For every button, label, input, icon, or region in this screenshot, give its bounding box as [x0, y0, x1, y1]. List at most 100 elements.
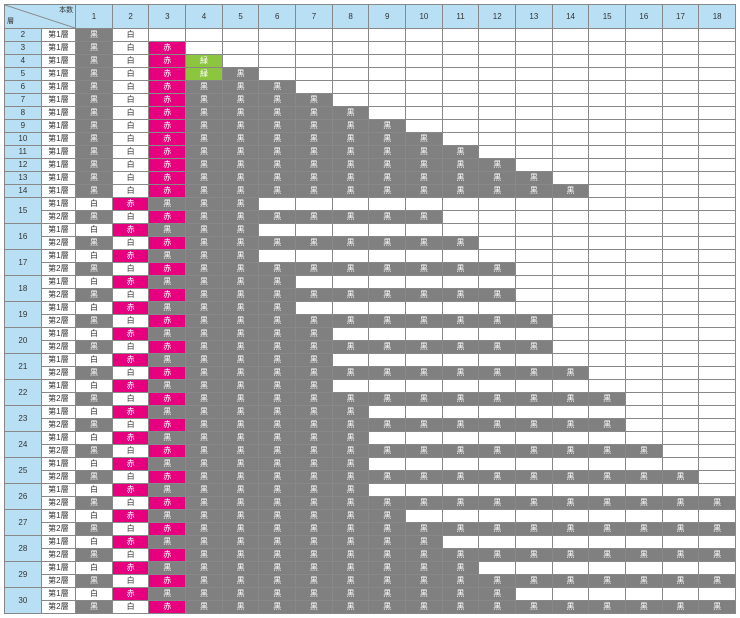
color-cell: 白	[76, 250, 113, 263]
col-header-4: 4	[186, 5, 223, 29]
color-cell: 白	[76, 198, 113, 211]
empty-cell	[626, 562, 663, 575]
empty-cell	[222, 55, 259, 68]
empty-cell	[516, 484, 553, 497]
layer-label: 第2層	[41, 575, 76, 588]
table-row: 第2層黒白赤黒黒黒黒黒黒黒黒黒	[5, 263, 736, 276]
color-cell: 赤	[149, 185, 186, 198]
empty-cell	[552, 55, 589, 68]
color-cell: 黒	[369, 133, 406, 146]
empty-cell	[406, 354, 443, 367]
row-id: 20	[5, 328, 42, 354]
color-cell: 黒	[186, 393, 223, 406]
col-header-7: 7	[296, 5, 333, 29]
empty-cell	[442, 29, 479, 42]
empty-cell	[589, 107, 626, 120]
empty-cell	[516, 68, 553, 81]
color-cell: 赤	[112, 224, 149, 237]
empty-cell	[332, 302, 369, 315]
color-cell: 黒	[76, 42, 113, 55]
empty-cell	[406, 276, 443, 289]
color-cell: 黒	[186, 224, 223, 237]
color-cell: 黒	[406, 575, 443, 588]
empty-cell	[516, 133, 553, 146]
color-cell: 黒	[222, 198, 259, 211]
empty-cell	[699, 185, 736, 198]
color-cell: 白	[76, 588, 113, 601]
color-cell: 黒	[259, 588, 296, 601]
empty-cell	[516, 380, 553, 393]
empty-cell	[369, 380, 406, 393]
color-cell: 黒	[479, 471, 516, 484]
table-row: 第2層黒白赤黒黒黒黒黒黒黒黒黒黒黒黒黒	[5, 445, 736, 458]
row-id: 10	[5, 133, 42, 146]
empty-cell	[479, 68, 516, 81]
color-cell: 赤	[112, 510, 149, 523]
empty-cell	[626, 302, 663, 315]
layer-label: 第1層	[41, 484, 76, 497]
color-cell: 赤	[112, 276, 149, 289]
table-row: 26第1層白赤黒黒黒黒黒黒	[5, 484, 736, 497]
color-cell: 黒	[442, 445, 479, 458]
table-row: 第2層黒白赤黒黒黒黒黒黒黒黒黒黒黒黒	[5, 393, 736, 406]
color-cell: 黒	[222, 185, 259, 198]
table-row: 16第1層白赤黒黒黒	[5, 224, 736, 237]
empty-cell	[479, 224, 516, 237]
color-cell: 黒	[186, 146, 223, 159]
empty-cell	[369, 224, 406, 237]
color-cell: 黒	[369, 419, 406, 432]
empty-cell	[589, 198, 626, 211]
color-cell: 黒	[626, 575, 663, 588]
empty-cell	[589, 289, 626, 302]
color-cell: 黒	[332, 133, 369, 146]
layer-label: 第1層	[41, 536, 76, 549]
color-cell: 黒	[369, 601, 406, 614]
empty-cell	[699, 172, 736, 185]
empty-cell	[589, 562, 626, 575]
empty-cell	[589, 211, 626, 224]
color-cell: 黒	[76, 575, 113, 588]
empty-cell	[222, 42, 259, 55]
color-cell: 黒	[259, 120, 296, 133]
empty-cell	[552, 146, 589, 159]
empty-cell	[589, 146, 626, 159]
color-cell: 黒	[406, 419, 443, 432]
table-row: 第2層黒白赤黒黒黒黒黒黒黒黒黒	[5, 289, 736, 302]
empty-cell	[626, 419, 663, 432]
empty-cell	[699, 159, 736, 172]
color-cell: 黒	[479, 185, 516, 198]
empty-cell	[552, 159, 589, 172]
empty-cell	[662, 198, 699, 211]
empty-cell	[626, 315, 663, 328]
table-row: 2第1層黒白	[5, 29, 736, 42]
color-cell: 白	[76, 458, 113, 471]
color-cell: 黒	[479, 419, 516, 432]
empty-cell	[369, 328, 406, 341]
color-cell: 黒	[626, 471, 663, 484]
color-cell: 黒	[76, 172, 113, 185]
empty-cell	[589, 55, 626, 68]
table-row: 6第1層黒白赤黒黒黒	[5, 81, 736, 94]
color-cell: 黒	[186, 172, 223, 185]
layer-label: 第1層	[41, 354, 76, 367]
color-cell: 黒	[222, 133, 259, 146]
empty-cell	[699, 458, 736, 471]
empty-cell	[699, 68, 736, 81]
color-cell: 黒	[332, 484, 369, 497]
color-cell: 赤	[149, 237, 186, 250]
empty-cell	[626, 458, 663, 471]
color-cell: 赤	[149, 393, 186, 406]
color-cell: 黒	[222, 523, 259, 536]
color-cell: 白	[112, 211, 149, 224]
color-cell: 黒	[296, 328, 333, 341]
color-cell: 黒	[296, 133, 333, 146]
layer-label: 第1層	[41, 159, 76, 172]
layer-label: 第1層	[41, 510, 76, 523]
empty-cell	[516, 588, 553, 601]
color-cell: 黒	[442, 341, 479, 354]
color-cell: 黒	[259, 367, 296, 380]
color-cell: 黒	[369, 172, 406, 185]
empty-cell	[699, 107, 736, 120]
color-cell: 白	[112, 341, 149, 354]
color-cell: 黒	[222, 393, 259, 406]
